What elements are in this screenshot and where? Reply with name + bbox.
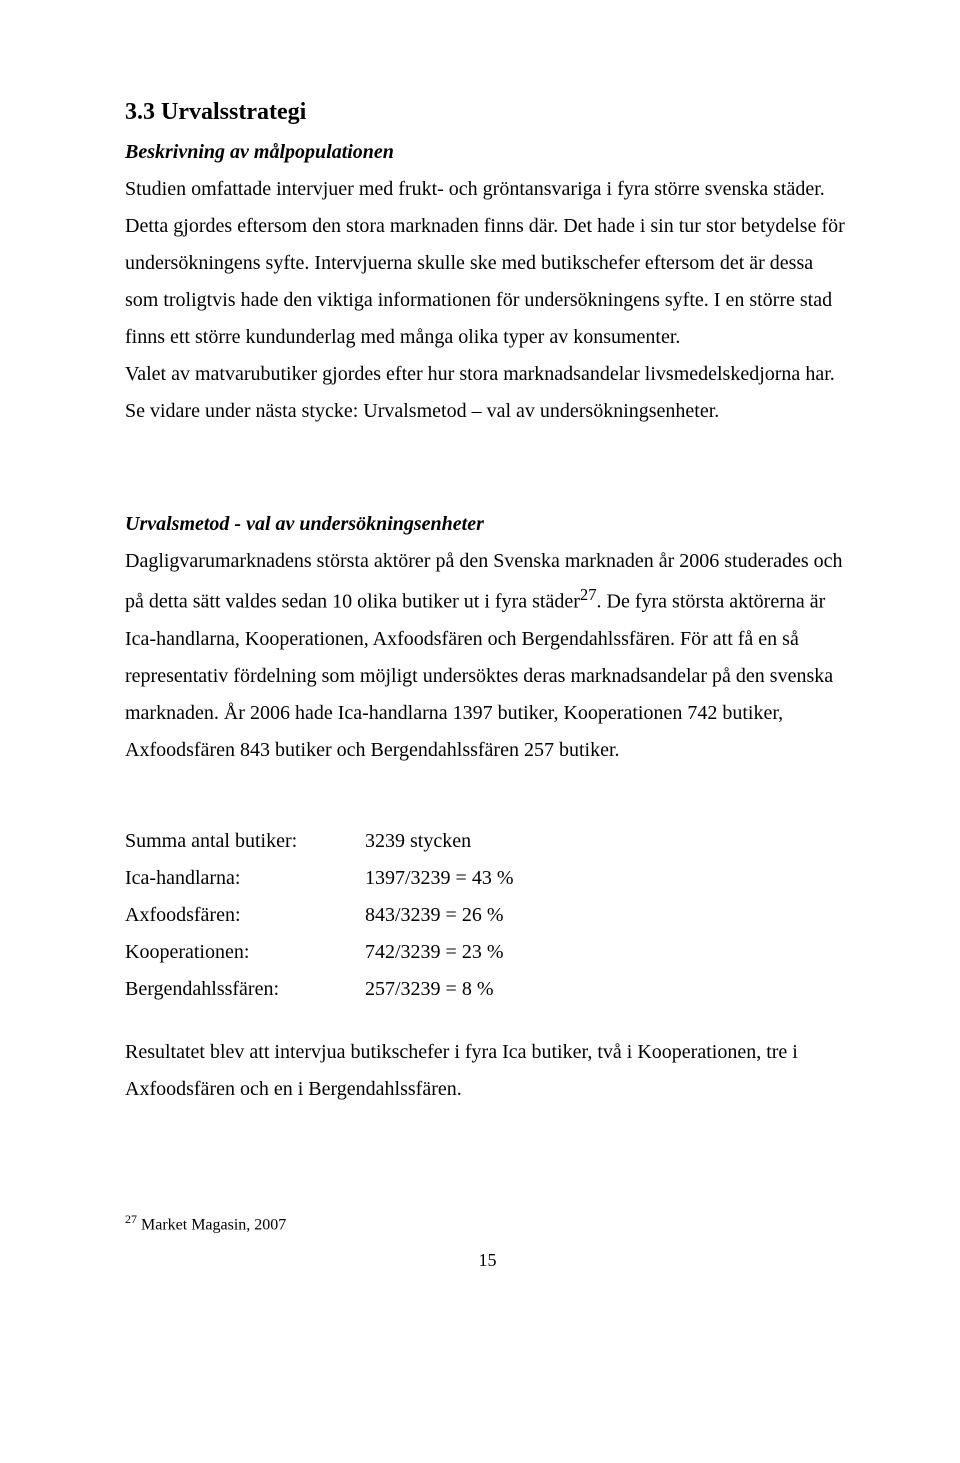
page-number: 15 <box>125 1244 850 1277</box>
table-row: Bergendahlssfären: 257/3239 = 8 % <box>125 971 850 1008</box>
row-label: Bergendahlssfären: <box>125 971 365 1008</box>
footnote-ref-27: 27 <box>580 585 597 604</box>
row-value: 1397/3239 = 43 % <box>365 860 850 897</box>
footnote-text: Market Magasin, 2007 <box>137 1216 286 1233</box>
footnote-number: 27 <box>125 1212 137 1226</box>
paragraph-2-part2: . De fyra största aktörerna är Ica-handl… <box>125 591 833 761</box>
row-label: Ica-handlarna: <box>125 860 365 897</box>
row-label: Summa antal butiker: <box>125 823 365 860</box>
store-share-table: Summa antal butiker: 3239 stycken Ica-ha… <box>125 823 850 1008</box>
table-row: Kooperationen: 742/3239 = 23 % <box>125 934 850 971</box>
row-label: Axfoodsfären: <box>125 897 365 934</box>
paragraph-2: Dagligvarumarknadens största aktörer på … <box>125 543 850 769</box>
paragraph-3: Resultatet blev att intervjua butikschef… <box>125 1034 850 1108</box>
subheading-population: Beskrivning av målpopulationen <box>125 134 850 171</box>
table-row: Axfoodsfären: 843/3239 = 26 % <box>125 897 850 934</box>
footnote-27: 27 Market Magasin, 2007 <box>125 1208 850 1240</box>
row-value: 843/3239 = 26 % <box>365 897 850 934</box>
paragraph-1b: Valet av matvarubutiker gjordes efter hu… <box>125 356 850 430</box>
table-row: Ica-handlarna: 1397/3239 = 43 % <box>125 860 850 897</box>
subheading-urvalsmetod: Urvalsmetod - val av undersökningsenhete… <box>125 506 850 543</box>
row-value: 742/3239 = 23 % <box>365 934 850 971</box>
paragraph-1a: Studien omfattade intervjuer med frukt- … <box>125 171 850 356</box>
row-value: 257/3239 = 8 % <box>365 971 850 1008</box>
table-row: Summa antal butiker: 3239 stycken <box>125 823 850 860</box>
row-label: Kooperationen: <box>125 934 365 971</box>
section-heading: 3.3 Urvalsstrategi <box>125 90 850 134</box>
row-value: 3239 stycken <box>365 823 850 860</box>
